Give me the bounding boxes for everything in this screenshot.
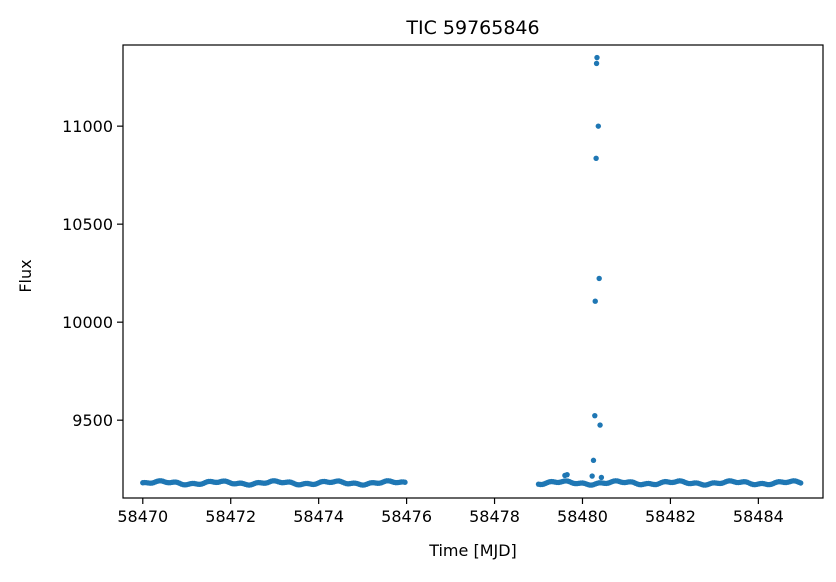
data-point: [564, 471, 570, 478]
data-point: [592, 412, 598, 419]
x-tick-label: 58474: [293, 507, 344, 526]
y-axis-ticks: 9500 10000 10500 11000: [62, 117, 123, 430]
plot-frame: [122, 44, 824, 499]
data-point: [598, 474, 605, 481]
x-tick-label: 58484: [733, 507, 784, 526]
plot-points: [140, 54, 804, 488]
data-point: [402, 479, 408, 485]
data-point: [594, 54, 600, 61]
data-point: [595, 123, 602, 129]
x-axis-ticks: 58470 58472 58474 58476 58478 58480 58482 58484: [117, 498, 784, 526]
x-tick-label: 58472: [205, 507, 256, 526]
data-point: [593, 155, 599, 161]
x-tick-label: 58476: [381, 507, 432, 526]
y-tick-label: 10500: [62, 215, 113, 234]
chart-title: TIC 59765846: [405, 17, 539, 39]
x-tick-label: 58480: [557, 507, 608, 526]
data-point: [596, 275, 602, 282]
x-axis-label: Time [MJD]: [428, 541, 517, 560]
x-tick-label: 58470: [117, 507, 168, 526]
data-point: [592, 298, 598, 304]
data-point: [590, 457, 597, 464]
y-axis-label: Flux: [16, 259, 35, 292]
data-point: [589, 473, 595, 479]
y-tick-label: 9500: [72, 411, 113, 430]
data-point: [798, 480, 804, 486]
data-point: [593, 60, 600, 67]
x-tick-label: 58478: [469, 507, 520, 526]
x-tick-label: 58482: [645, 507, 696, 526]
y-tick-label: 10000: [62, 313, 113, 332]
y-tick-label: 11000: [62, 117, 113, 136]
data-point: [597, 422, 603, 428]
